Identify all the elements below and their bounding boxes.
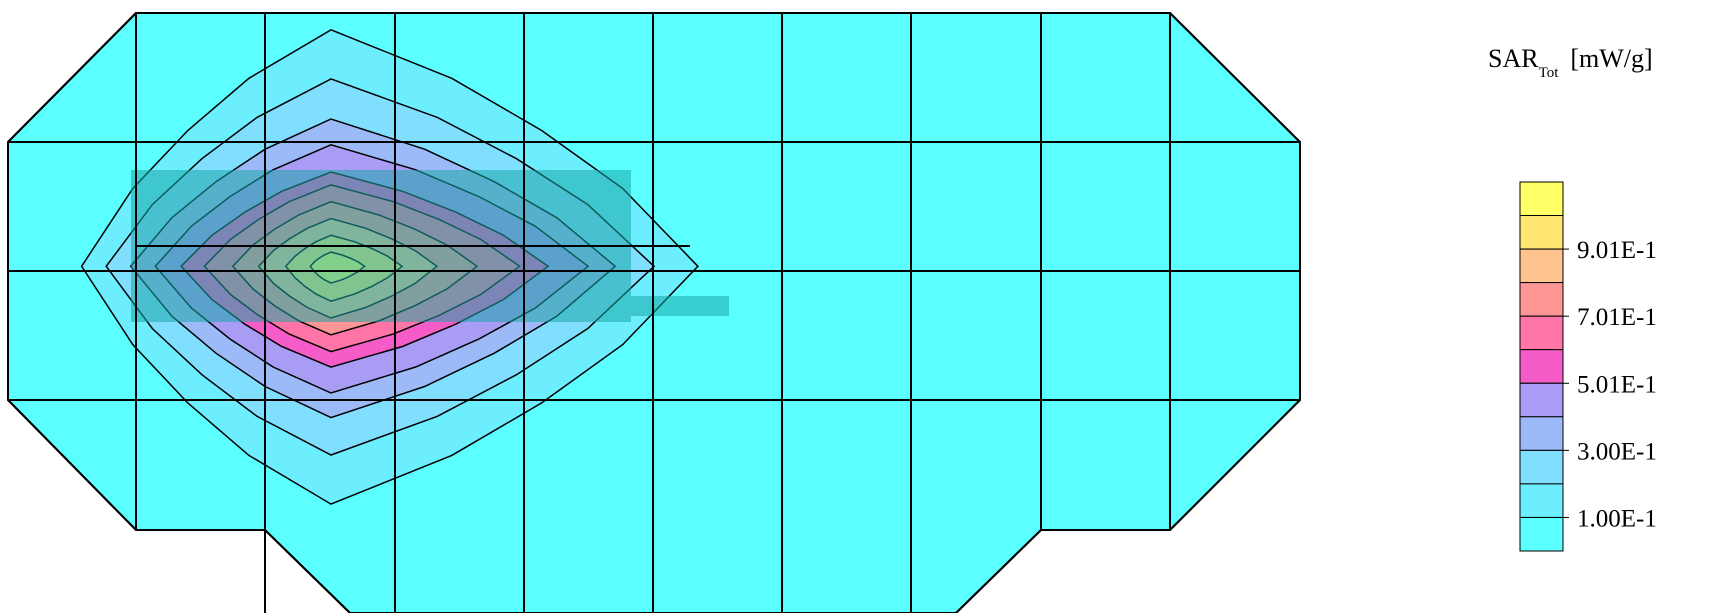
legend-swatch xyxy=(1519,449,1564,485)
legend-unit: [mW/g] xyxy=(1570,44,1653,73)
device-outline-feed xyxy=(631,296,729,316)
legend-swatch xyxy=(1519,315,1564,351)
legend-swatch xyxy=(1519,349,1564,384)
legend-swatch xyxy=(1519,282,1564,317)
legend-title: SARTot [mW/g] xyxy=(1488,44,1653,82)
legend-swatch xyxy=(1519,517,1564,552)
legend-swatch xyxy=(1519,215,1564,250)
legend-tick-label: 9.01E-1 xyxy=(1577,237,1657,264)
legend-tick-label: 3.00E-1 xyxy=(1577,438,1657,465)
legend-swatch xyxy=(1519,416,1564,451)
plate-outline xyxy=(7,12,1301,613)
legend-tick-label: 7.01E-1 xyxy=(1577,304,1657,331)
legend-swatch xyxy=(1519,483,1564,518)
legend-swatch xyxy=(1519,248,1564,284)
legend-quantity-subscript: Tot xyxy=(1538,65,1559,81)
legend-tick-label: 5.01E-1 xyxy=(1577,371,1657,398)
legend-swatch xyxy=(1519,181,1564,216)
legend-quantity-symbol: SAR xyxy=(1488,44,1539,73)
legend-swatch xyxy=(1519,382,1564,418)
legend-tick-label: 1.00E-1 xyxy=(1577,505,1657,532)
